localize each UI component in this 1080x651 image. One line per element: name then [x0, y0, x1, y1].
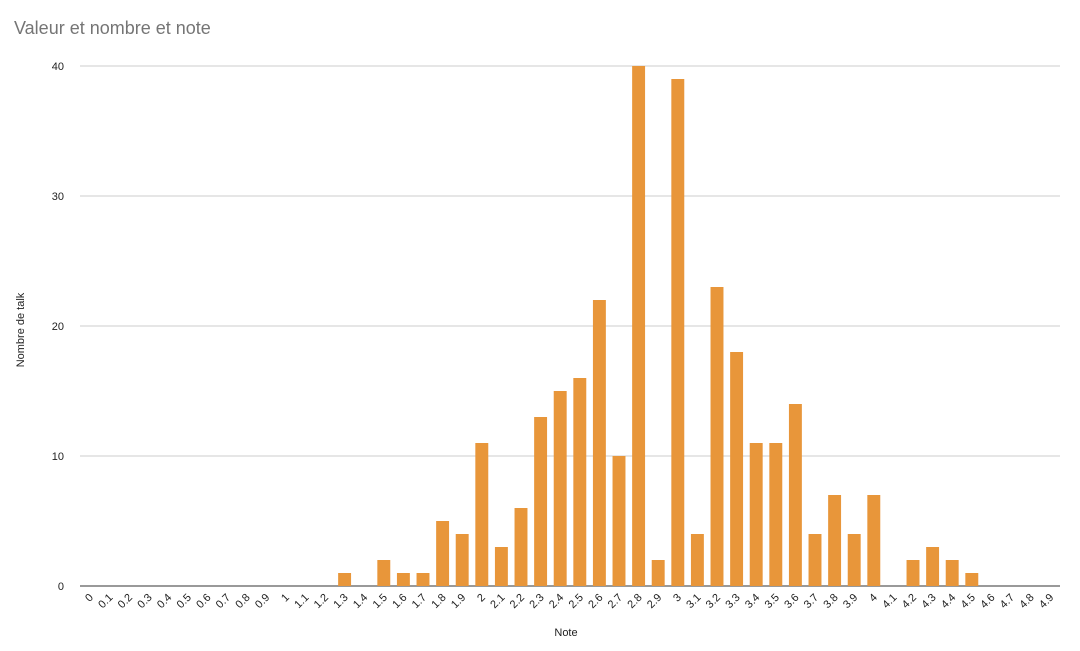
bar — [808, 534, 822, 586]
bar — [338, 573, 352, 586]
x-tick-label: 3.4 — [743, 592, 762, 611]
bar — [906, 560, 920, 586]
x-tick-label: 3 — [671, 592, 684, 605]
x-tick-label: 2.8 — [625, 592, 644, 611]
x-tick-label: 2 — [475, 592, 488, 605]
x-tick-label: 2.3 — [527, 592, 546, 611]
x-tick-label: 0.8 — [233, 592, 252, 611]
x-tick-label: 2.9 — [645, 592, 664, 611]
x-tick-label: 3.8 — [821, 592, 840, 611]
y-axis-title: Nombre de talk — [15, 292, 27, 367]
x-tick-label: 2.7 — [606, 592, 625, 611]
bar — [455, 534, 469, 586]
bar — [632, 66, 646, 586]
bar — [847, 534, 861, 586]
x-tick-label: 3.1 — [684, 592, 703, 611]
x-tick-label: 2.5 — [567, 592, 586, 611]
x-tick-label: 0.3 — [135, 592, 154, 611]
bar — [788, 404, 802, 586]
bar — [769, 443, 783, 586]
x-tick-label: 4.2 — [900, 592, 919, 611]
x-tick-label: 4.4 — [939, 592, 958, 611]
x-tick-label: 2.6 — [586, 592, 605, 611]
y-tick-label: 40 — [52, 61, 64, 73]
x-tick-label: 3.3 — [723, 592, 742, 611]
x-tick-label: 0.1 — [96, 592, 115, 611]
x-tick-label: 3.6 — [782, 592, 801, 611]
bar — [710, 287, 724, 586]
bar — [612, 456, 626, 586]
x-tick-label: 0.6 — [194, 592, 213, 611]
bar — [553, 391, 567, 586]
bar — [534, 417, 548, 586]
x-tick-label: 1.8 — [429, 592, 448, 611]
bar — [828, 495, 842, 586]
bar — [475, 443, 489, 586]
bar — [965, 573, 979, 586]
x-tick-label: 1.5 — [371, 592, 390, 611]
y-tick-label: 30 — [52, 191, 64, 203]
bar — [730, 352, 744, 586]
bar — [690, 534, 704, 586]
x-tick-label: 3.2 — [704, 592, 723, 611]
x-tick-label: 4 — [867, 592, 880, 605]
x-tick-label: 4.3 — [919, 592, 938, 611]
x-tick-label: 1.7 — [410, 592, 429, 611]
bar — [436, 521, 450, 586]
x-tick-label: 0.2 — [116, 592, 135, 611]
x-tick-label: 1.2 — [312, 592, 331, 611]
x-tick-label: 1 — [279, 592, 292, 605]
y-tick-label: 0 — [58, 581, 64, 593]
bar — [749, 443, 763, 586]
bar — [945, 560, 959, 586]
x-tick-label: 0.5 — [175, 592, 194, 611]
x-tick-label: 1.6 — [390, 592, 409, 611]
x-tick-label: 2.1 — [488, 592, 507, 611]
x-tick-label: 0 — [83, 592, 96, 605]
x-tick-label: 4.1 — [880, 592, 899, 611]
bar — [671, 79, 685, 586]
bar — [514, 508, 528, 586]
y-tick-label: 20 — [52, 321, 64, 333]
bar — [867, 495, 881, 586]
bar — [651, 560, 665, 586]
bar — [494, 547, 508, 586]
x-axis-title: Note — [554, 627, 577, 639]
bar — [396, 573, 410, 586]
x-tick-label: 0.7 — [214, 592, 233, 611]
x-tick-label: 4.6 — [978, 592, 997, 611]
x-tick-label: 1.9 — [449, 592, 468, 611]
x-tick-label: 1.1 — [292, 592, 311, 611]
y-tick-label: 10 — [52, 451, 64, 463]
bar — [573, 378, 587, 586]
bar — [377, 560, 391, 586]
x-tick-label: 3.5 — [763, 592, 782, 611]
bar — [926, 547, 940, 586]
chart-title: Valeur et nombre et note — [14, 18, 211, 38]
x-tick-label: 4.7 — [998, 592, 1017, 611]
x-tick-label: 2.4 — [547, 592, 566, 611]
x-tick-label: 3.7 — [802, 592, 821, 611]
x-tick-label: 4.8 — [1017, 592, 1036, 611]
x-tick-label: 1.3 — [331, 592, 350, 611]
bar — [416, 573, 430, 586]
x-tick-label: 1.4 — [351, 592, 370, 611]
x-tick-label: 0.4 — [155, 592, 174, 611]
x-tick-label: 0.9 — [253, 592, 272, 611]
x-tick-label: 3.9 — [841, 592, 860, 611]
x-tick-label: 2.2 — [508, 592, 527, 611]
bar — [592, 300, 606, 586]
x-tick-label: 4.5 — [959, 592, 978, 611]
x-tick-label: 4.9 — [1037, 592, 1056, 611]
